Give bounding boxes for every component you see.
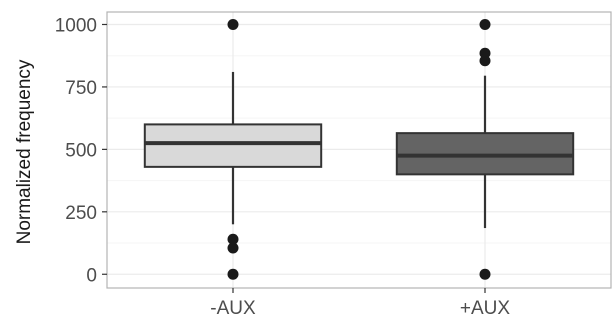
outlier-point [227,18,239,30]
outlier-point [227,233,239,245]
x-tick-label: +AUX [460,298,510,319]
x-tick-label: -AUX [210,298,256,319]
box-1 [143,18,323,280]
outlier-point [479,47,491,59]
box-2 [395,18,575,280]
outlier-point [227,268,239,280]
y-tick-label: 500 [65,140,97,161]
outlier-point [479,18,491,30]
outlier-point [479,268,491,280]
box-layer [143,18,575,280]
axis-layer: 0 250 500 750 1000 -AUX +AUX [55,15,511,319]
panel-border [106,11,612,289]
y-axis-title: Normalized frequency [14,59,35,244]
outlier-point [227,242,239,254]
y-tick-label: 1000 [55,15,97,36]
y-tick-label: 0 [86,265,97,286]
y-tick-label: 750 [65,78,97,99]
box-body [143,123,323,168]
y-tick-label: 250 [65,203,97,224]
